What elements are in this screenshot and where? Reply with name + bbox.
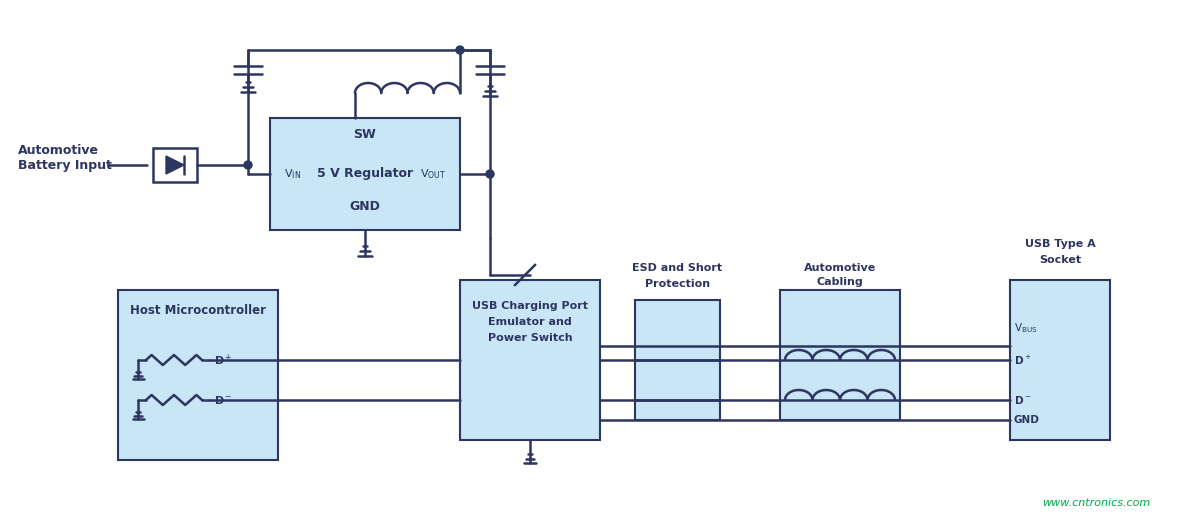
Text: ESD and Short: ESD and Short [632, 263, 723, 273]
Bar [119, 290, 278, 460]
Circle shape [456, 46, 464, 54]
Text: Protection: Protection [645, 279, 710, 289]
Text: www.cntronics.com: www.cntronics.com [1041, 498, 1150, 508]
Circle shape [244, 161, 253, 169]
Text: D$^-$: D$^-$ [214, 394, 232, 406]
Text: GND: GND [1014, 415, 1040, 425]
Text: GND: GND [350, 200, 381, 212]
Text: Cabling: Cabling [816, 277, 863, 287]
Bar [271, 118, 460, 230]
Text: Automotive
Battery Input: Automotive Battery Input [18, 144, 111, 172]
Text: USB Type A: USB Type A [1025, 239, 1095, 249]
Text: V$_{\mathregular{BUS}}$: V$_{\mathregular{BUS}}$ [1014, 321, 1038, 335]
Text: Emulator and: Emulator and [488, 317, 572, 327]
Circle shape [486, 170, 494, 178]
Text: D$^+$: D$^+$ [1014, 353, 1032, 366]
Text: USB Charging Port: USB Charging Port [472, 301, 588, 311]
Text: V$_{\mathregular{OUT}}$: V$_{\mathregular{OUT}}$ [420, 167, 446, 181]
Polygon shape [166, 156, 184, 174]
Text: Automotive: Automotive [804, 263, 876, 273]
Text: V$_{\mathregular{IN}}$: V$_{\mathregular{IN}}$ [284, 167, 300, 181]
Text: Socket: Socket [1039, 255, 1081, 265]
Text: SW: SW [353, 127, 376, 140]
Bar [1010, 280, 1110, 440]
Text: 5 V Regulator: 5 V Regulator [317, 167, 413, 181]
Bar [460, 280, 600, 440]
Text: D$^+$: D$^+$ [214, 352, 232, 367]
Bar [153, 148, 198, 182]
Text: Host Microcontroller: Host Microcontroller [130, 304, 266, 316]
Bar [634, 300, 721, 420]
Bar [780, 290, 900, 420]
Text: D$^-$: D$^-$ [1014, 394, 1032, 406]
Text: Power Switch: Power Switch [487, 333, 572, 343]
